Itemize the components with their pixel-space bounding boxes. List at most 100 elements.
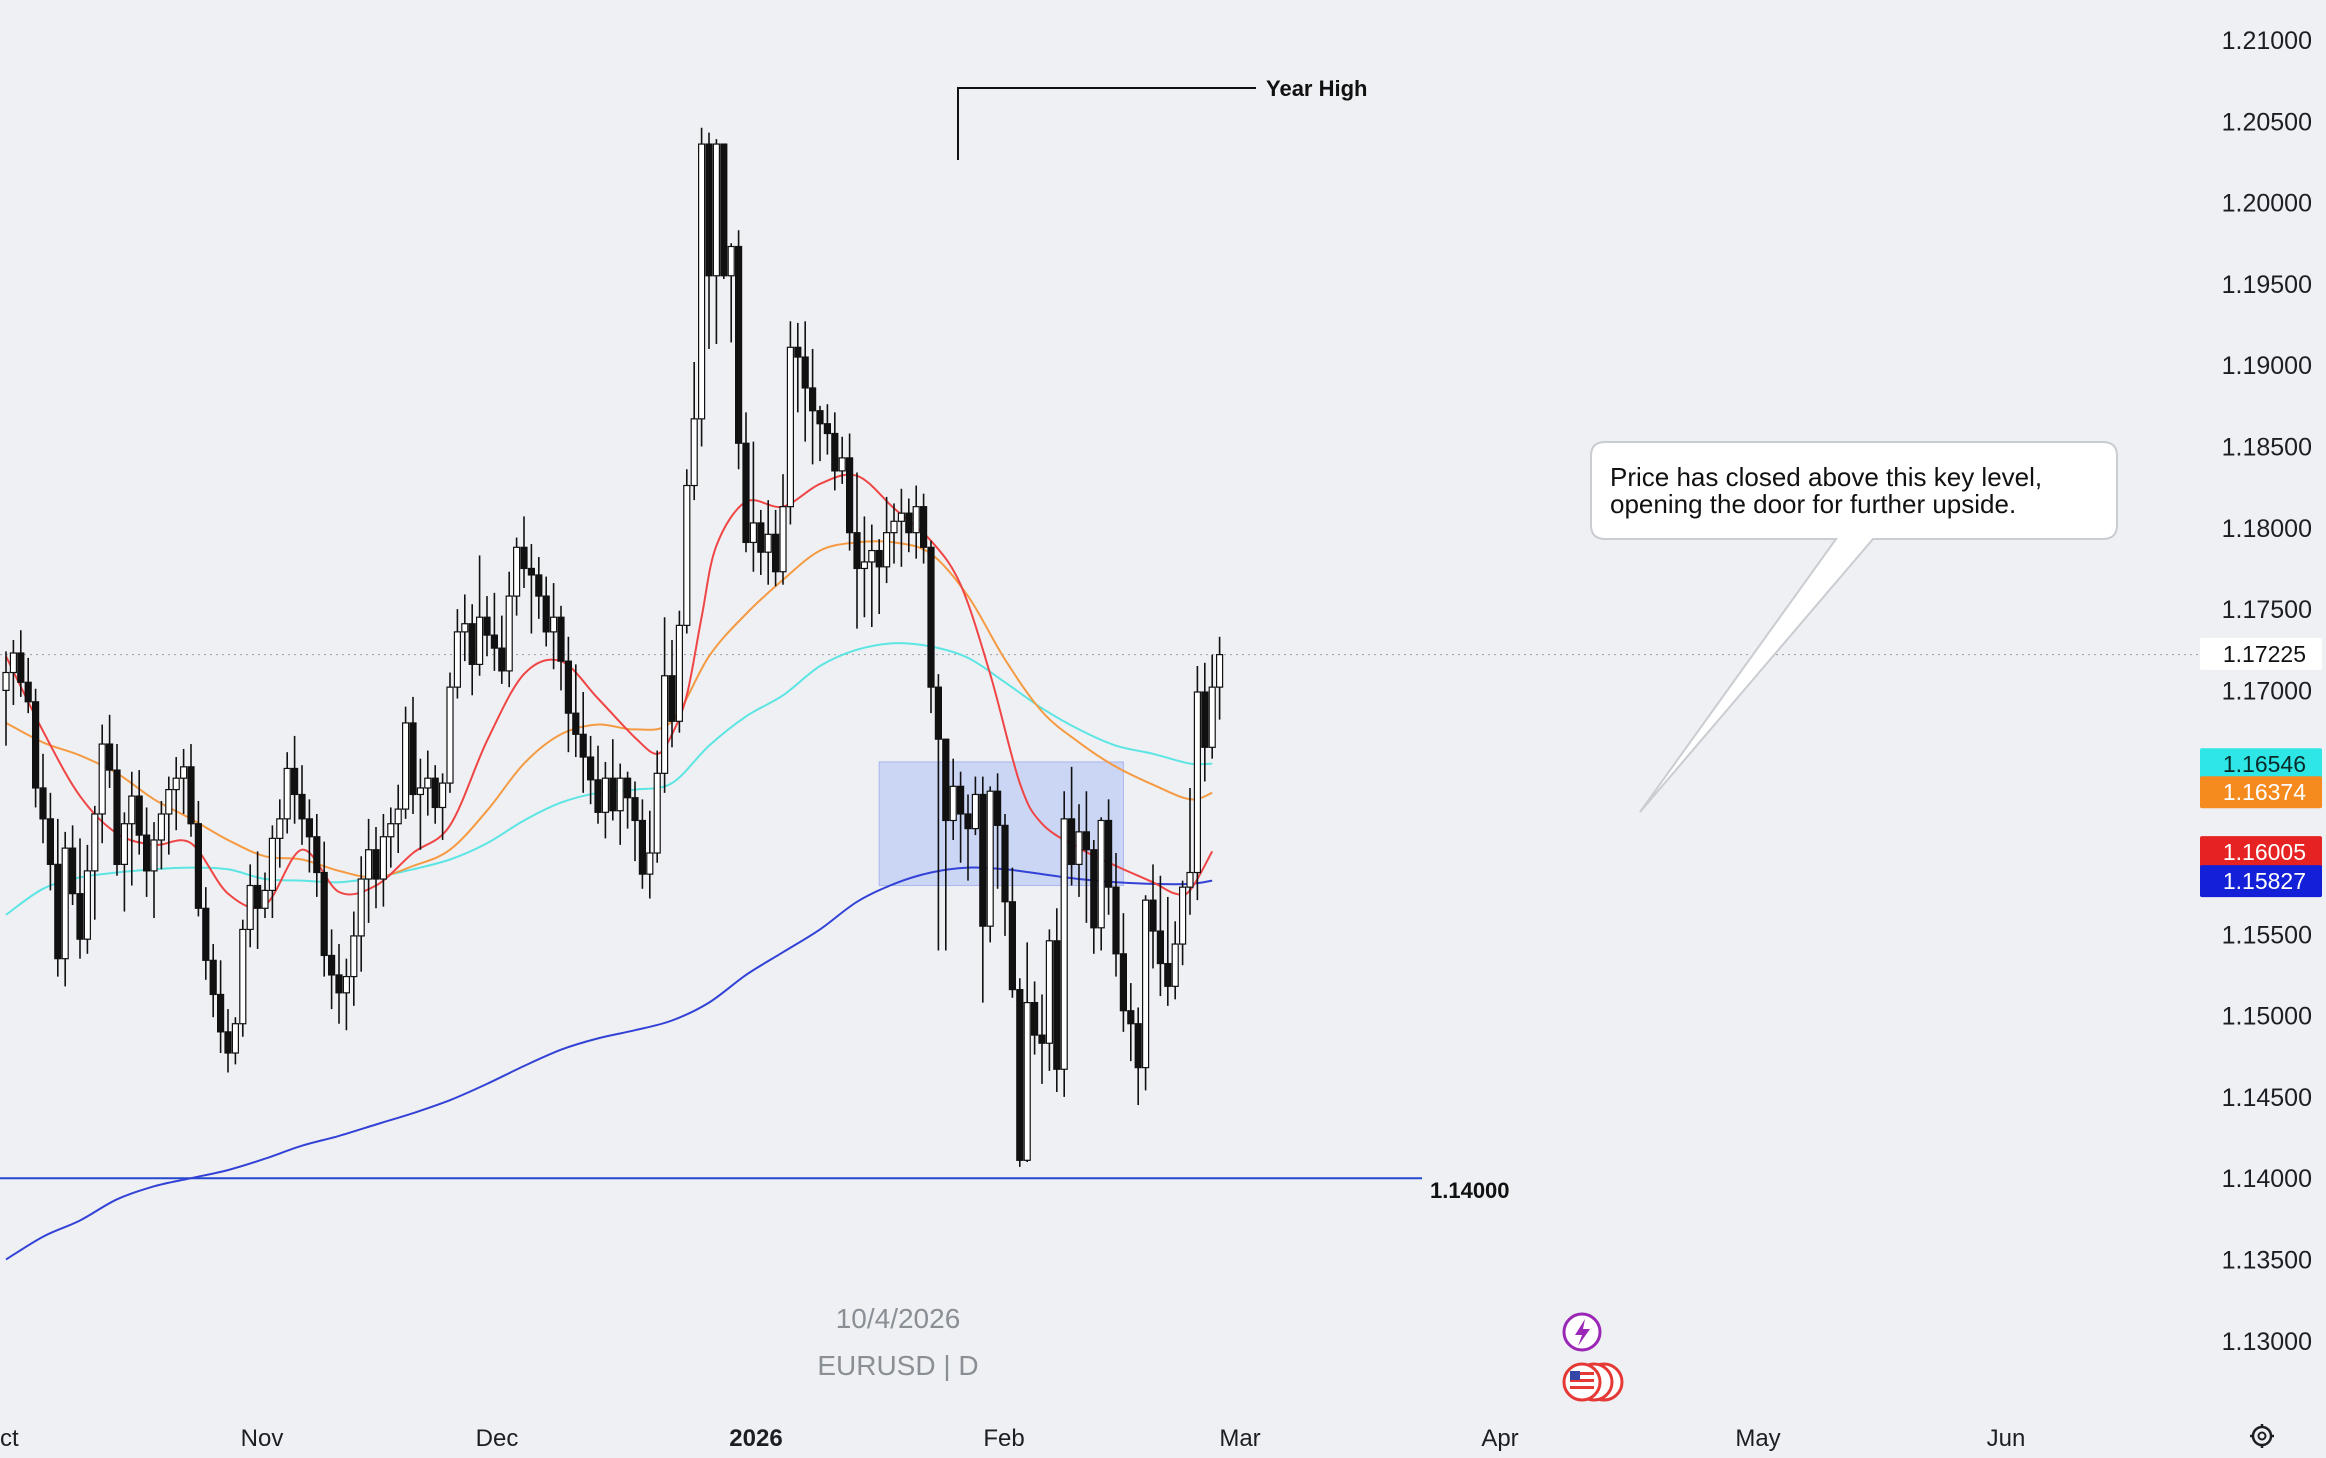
candle bbox=[594, 745, 602, 824]
time-axis-tick: ct bbox=[0, 1425, 19, 1452]
candle bbox=[76, 838, 84, 959]
price-axis-tick: 1.18500 bbox=[2222, 434, 2312, 462]
time-axis-tick: 2026 bbox=[729, 1425, 782, 1452]
candle-body bbox=[128, 795, 136, 825]
candle bbox=[993, 773, 1002, 889]
candle bbox=[1082, 791, 1091, 923]
support-level-label: 1.14000 bbox=[1430, 1178, 1510, 1203]
candle-body bbox=[231, 1023, 239, 1054]
candle-body bbox=[239, 928, 247, 1025]
candle bbox=[143, 807, 151, 897]
candle-body bbox=[342, 975, 350, 994]
candle-body bbox=[1164, 962, 1172, 987]
candle-body bbox=[357, 878, 365, 937]
candle bbox=[291, 735, 299, 824]
candle-body bbox=[690, 418, 698, 487]
candle-body bbox=[1156, 930, 1165, 965]
candle bbox=[328, 929, 336, 1010]
candle-body bbox=[335, 974, 343, 994]
candle bbox=[135, 770, 143, 855]
candle-body bbox=[956, 785, 965, 815]
candle-body bbox=[527, 567, 536, 576]
candle-body bbox=[1045, 940, 1054, 1044]
candle-body bbox=[646, 852, 654, 875]
candle-body bbox=[786, 346, 795, 508]
candle bbox=[113, 744, 121, 876]
candle-body bbox=[549, 616, 558, 633]
candle-body bbox=[1053, 940, 1061, 1070]
candle-body bbox=[720, 143, 728, 277]
lightning-bolt-icon[interactable] bbox=[1562, 1312, 1602, 1352]
candle-body bbox=[468, 623, 476, 665]
candle bbox=[527, 544, 536, 634]
candle-body bbox=[512, 546, 521, 597]
candle bbox=[202, 887, 210, 980]
candle-body bbox=[609, 777, 617, 812]
candle-body bbox=[594, 779, 602, 813]
candle bbox=[2, 651, 10, 746]
us-flag-events-icon[interactable] bbox=[1562, 1362, 1624, 1402]
candle-body bbox=[394, 808, 402, 825]
candle-body bbox=[157, 813, 165, 841]
candle bbox=[424, 750, 432, 816]
candle bbox=[631, 781, 639, 862]
price-tag-background bbox=[2200, 748, 2322, 781]
candle bbox=[1060, 791, 1068, 1097]
candle-body bbox=[172, 777, 180, 791]
candle-body bbox=[1001, 824, 1009, 903]
candle-body bbox=[105, 743, 114, 771]
candle bbox=[779, 474, 787, 585]
candle-body bbox=[683, 484, 691, 626]
candle-body bbox=[934, 686, 943, 740]
candle-body bbox=[557, 616, 565, 662]
candle-body bbox=[298, 793, 306, 820]
candle bbox=[979, 776, 987, 1003]
candle-body bbox=[1008, 901, 1017, 991]
candle bbox=[1171, 921, 1179, 1000]
candle bbox=[749, 441, 758, 572]
candle bbox=[372, 826, 380, 909]
candle bbox=[882, 496, 891, 584]
candle bbox=[1119, 913, 1128, 1032]
candle bbox=[1134, 1007, 1142, 1106]
candle bbox=[838, 436, 846, 484]
candle bbox=[298, 765, 306, 845]
price-axis-tick: 1.15500 bbox=[2222, 921, 2312, 949]
candle bbox=[1201, 662, 1209, 782]
candle bbox=[1193, 666, 1202, 901]
price-tag-ema-long: 1.15827 bbox=[2200, 865, 2322, 898]
candle bbox=[1141, 895, 1150, 1091]
candle bbox=[653, 750, 661, 863]
candle-body bbox=[505, 595, 513, 672]
candle bbox=[246, 864, 254, 948]
candle-body bbox=[83, 870, 92, 940]
candle bbox=[1030, 981, 1039, 1055]
candle-body bbox=[542, 595, 550, 633]
candle bbox=[942, 738, 950, 951]
candle bbox=[128, 771, 136, 886]
candle bbox=[439, 773, 447, 840]
support-level-layer bbox=[0, 654, 2200, 1180]
candle-body bbox=[1112, 886, 1120, 955]
settings-gear-icon[interactable] bbox=[2250, 1424, 2274, 1448]
candle-body bbox=[1127, 1010, 1135, 1025]
candle bbox=[1001, 813, 1009, 936]
candle-body bbox=[209, 959, 217, 996]
candle bbox=[1008, 867, 1017, 998]
candle-body bbox=[31, 701, 40, 789]
time-axis-tick: Apr bbox=[1481, 1425, 1518, 1452]
time-axis-tick: May bbox=[1735, 1425, 1780, 1452]
candle bbox=[217, 960, 225, 1053]
candle-body bbox=[927, 546, 935, 688]
candle-body bbox=[749, 522, 758, 544]
candle bbox=[268, 825, 276, 919]
candle bbox=[1090, 839, 1098, 954]
candle-body bbox=[39, 787, 47, 820]
price-axis-tick: 1.19500 bbox=[2222, 271, 2312, 299]
price-axis-tick: 1.13000 bbox=[2222, 1328, 2312, 1356]
price-tag-background bbox=[2200, 637, 2322, 670]
candle bbox=[1178, 880, 1187, 966]
